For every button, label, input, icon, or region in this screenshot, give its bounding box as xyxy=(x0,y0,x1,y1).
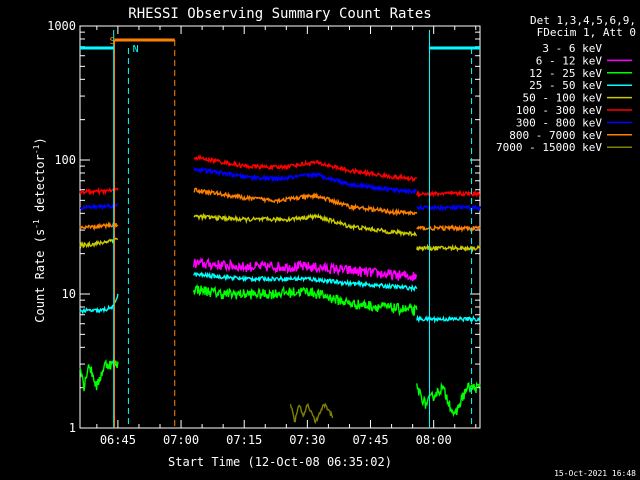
y-axis-label-part: Count Rate (s xyxy=(33,229,47,323)
series-line xyxy=(416,314,481,324)
series-line xyxy=(79,187,119,196)
legend-label: 25 - 50 keV xyxy=(529,79,602,92)
x-tick-label: 07:30 xyxy=(289,433,325,447)
series-line xyxy=(79,202,119,211)
series-line xyxy=(193,282,410,339)
y-tick-label: 1000 xyxy=(47,19,76,33)
series-50-100-kev xyxy=(79,212,481,253)
x-axis-label: Start Time (12-Oct-08 06:35:02) xyxy=(168,455,392,469)
legend-label: 300 - 800 keV xyxy=(516,116,602,129)
series-line xyxy=(289,402,334,425)
chart-title: RHESSI Observing Summary Count Rates xyxy=(128,6,431,22)
x-tick-label: 07:15 xyxy=(226,433,262,447)
series-line xyxy=(416,203,481,213)
series-800-7000-kev xyxy=(79,187,481,233)
y-tick-label: 10 xyxy=(62,287,76,301)
legend-label: 100 - 300 keV xyxy=(516,104,602,117)
series-line xyxy=(193,187,418,217)
legend-label: 6 - 12 keV xyxy=(536,54,603,67)
legend-label: 3 - 6 keV xyxy=(542,42,602,55)
series-6-12-kev xyxy=(193,256,418,282)
series-line xyxy=(416,224,481,233)
series-line xyxy=(193,271,418,293)
y-axis-label: Count Rate (s-1 detector-1) xyxy=(32,137,47,322)
series-line xyxy=(193,212,417,238)
y-axis-label-sup: -1 xyxy=(32,144,41,154)
legend-label: 50 - 100 keV xyxy=(523,92,603,105)
y-tick-label: 100 xyxy=(54,153,76,167)
series-25-50-kev xyxy=(79,271,481,324)
series-300-800-kev xyxy=(79,166,481,213)
annotation-n: N xyxy=(133,44,139,55)
series-line xyxy=(193,256,418,282)
series-line xyxy=(416,189,481,199)
annotation-s: S xyxy=(109,36,115,47)
legend: Det 1,3,4,5,6,9,FDecim 1, Att 0 3 - 6 keV… xyxy=(496,14,636,154)
footer-date: 15-Oct-2021 16:48 xyxy=(554,469,636,478)
x-tick-label: 07:45 xyxy=(352,433,388,447)
series-3-6-kev xyxy=(193,282,410,339)
series-line xyxy=(416,243,481,253)
legend-label: 7000 - 15000 keV xyxy=(496,141,602,154)
series-line xyxy=(416,381,481,418)
series-line xyxy=(193,166,418,196)
series-line xyxy=(79,221,119,232)
series-line xyxy=(193,153,417,183)
x-tick-label: 08:00 xyxy=(416,433,452,447)
legend-header: Det 1,3,4,5,6,9, xyxy=(530,14,636,27)
series-7000-15000-kev xyxy=(289,402,334,425)
x-tick-label: 07:00 xyxy=(163,433,199,447)
legend-header: FDecim 1, Att 0 xyxy=(537,26,636,39)
legend-label: 800 - 7000 keV xyxy=(509,129,602,142)
series-line xyxy=(79,293,119,315)
legend-label: 12 - 25 keV xyxy=(529,67,602,80)
y-axis-label-part: detector xyxy=(33,154,47,219)
series-12-25-kev xyxy=(79,283,481,418)
y-axis-label-sup: -1 xyxy=(32,219,41,229)
x-tick-label: 06:45 xyxy=(100,433,136,447)
y-tick-label: 1 xyxy=(69,421,76,435)
series-line xyxy=(79,235,118,249)
series-line xyxy=(193,283,418,317)
y-axis-label-part: ) xyxy=(33,137,47,144)
series-100-300-kev xyxy=(79,153,481,199)
plot-area: 06:45 07:00 07:15 07:30 07:45 08:00 1 10 100 1000… xyxy=(47,19,481,447)
series-line xyxy=(79,358,119,392)
